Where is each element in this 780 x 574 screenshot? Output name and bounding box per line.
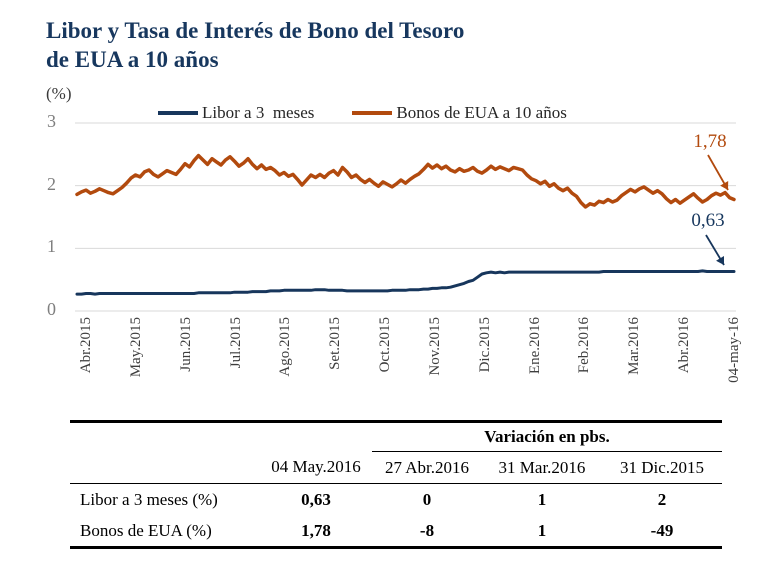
x-tick-label: Nov.2015: [427, 317, 443, 376]
libor-line-swatch-icon: [158, 111, 198, 115]
y-axis-unit-label: (%): [46, 84, 72, 103]
y-tick-label: 0: [47, 299, 56, 319]
table-row-bonos: Bonos de EUA (%) 1,78 -8 1 -49: [70, 515, 722, 548]
column-header-empty: [70, 451, 260, 484]
group-header-variacion: Variación en pbs.: [372, 421, 722, 452]
table-row-libor: Libor a 3 meses (%) 0,63 0 1 2: [70, 484, 722, 516]
row-label-bonos: Bonos de EUA (%): [80, 520, 212, 540]
column-header-31mar2016: 31 Mar.2016: [482, 451, 602, 484]
bonos-var-27abr: -8: [419, 520, 435, 540]
x-tick-label: Mar.2016: [626, 317, 642, 375]
x-tick-label: Jul.2015: [228, 317, 244, 369]
bonos-end-value-label: 1,78: [693, 131, 727, 152]
bonos-var-31mar: 1: [537, 520, 547, 540]
line-chart-plot: [75, 122, 736, 312]
y-tick-label: 1: [47, 236, 56, 257]
x-tick-label: Ene.2016: [527, 317, 543, 375]
libor-level-value: 0,63: [301, 489, 331, 509]
table-column-header-row: 04 May.2016 27 Abr.2016 31 Mar.2016 31 D…: [70, 451, 722, 484]
bonos-line-swatch-icon: [352, 111, 393, 115]
x-tick-label: Abr.2015: [78, 317, 94, 374]
bonos-level-value: 1,78: [301, 520, 331, 540]
group-header-spacer: [70, 422, 372, 452]
page-title-line2: de EUA a 10 años: [46, 47, 219, 72]
legend-label-libor: Libor a 3 meses: [202, 103, 315, 122]
legend-item-libor: Libor a 3 meses: [158, 103, 314, 123]
x-tick-label: May.2015: [128, 317, 144, 378]
libor-annotation-arrow: [705, 234, 725, 266]
table-group-header-row: Variación en pbs.: [70, 421, 722, 452]
column-header-27abr2016: 27 Abr.2016: [372, 451, 482, 484]
libor-end-value-label: 0,63: [691, 210, 725, 231]
x-tick-label: Feb.2016: [576, 317, 592, 374]
x-tick-label: Ago.2015: [277, 317, 293, 377]
page-title-line1: Libor y Tasa de Interés de Bono del Teso…: [46, 18, 465, 43]
y-tick-label: 2: [47, 173, 56, 194]
y-tick-label: 3: [47, 111, 56, 131]
bonos-var-31dic: -49: [650, 520, 674, 540]
libor-var-31dic: 2: [657, 489, 667, 509]
variation-summary-table: Variación en pbs. 04 May.2016 27 Abr.201…: [70, 420, 722, 549]
column-header-31dic2015: 31 Dic.2015: [602, 451, 722, 484]
x-tick-label: Jun.2015: [178, 317, 194, 372]
bonos-annotation-arrow: [707, 154, 729, 191]
x-tick-label: Dic.2015: [477, 317, 493, 373]
legend-item-bonos: Bonos de EUA a 10 años: [352, 103, 567, 123]
x-tick-label: 04-may-16: [726, 317, 742, 383]
row-label-libor: Libor a 3 meses (%): [80, 489, 218, 509]
x-tick-label: Set.2015: [327, 317, 343, 370]
bonos-series-line: [75, 153, 736, 209]
x-tick-label: Abr.2016: [676, 317, 692, 374]
x-tick-label: Oct.2015: [377, 317, 393, 373]
column-header-04may2016: 04 May.2016: [260, 451, 372, 484]
libor-var-31mar: 1: [537, 489, 547, 509]
chart-legend: Libor a 3 meses Bonos de EUA a 10 años: [158, 103, 567, 123]
legend-label-bonos: Bonos de EUA a 10 años: [396, 103, 567, 122]
libor-var-27abr: 0: [422, 489, 432, 509]
libor-series-line: [75, 269, 736, 296]
